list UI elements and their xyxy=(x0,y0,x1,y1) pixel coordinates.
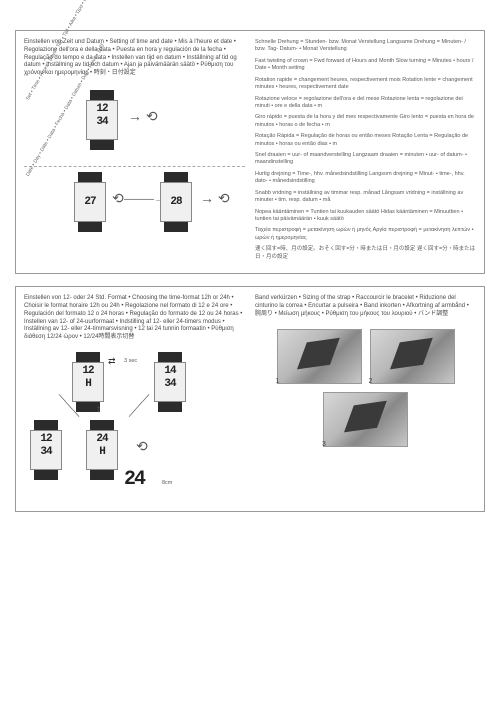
strap-illustration-1: 1 xyxy=(277,329,362,384)
watch-display-c: 28 xyxy=(160,172,192,232)
strap-illustrations: 1 2 3 xyxy=(255,325,476,451)
rotation-arrow-icon: → ⟲ xyxy=(128,108,158,125)
rotation-arrow-icon: → ⟲ xyxy=(200,190,230,207)
big-24-display: 24 xyxy=(124,468,144,491)
watch-1234-upper: 12 xyxy=(31,434,61,445)
instruction-line: Snel draaien = uur- of maandverstelling … xyxy=(255,152,476,167)
panel1-diagram: Set • Time • Hours • Days • Tag • Tijd •… xyxy=(24,84,245,239)
updown-arrow-icon: ↕ xyxy=(96,404,101,415)
watch-1234: 12 34 xyxy=(30,420,62,480)
panel-12-24-format: Einstellen von 12- oder 24 Std. Format •… xyxy=(15,286,485,512)
strap-illustration-3: 3 xyxy=(323,392,408,447)
instruction-line: Nopea kääntäminen = Tuntien tai kuukaude… xyxy=(255,209,476,224)
instruction-line: Schnelle Drehung = Stunden- bzw. Monat V… xyxy=(255,39,476,54)
panel2-heading: Einstellen von 12- oder 24 Std. Format •… xyxy=(24,295,245,342)
watch-display-a: 12 34 xyxy=(86,90,118,150)
watch-1234-lower: 34 xyxy=(31,447,61,458)
instruction-line: Hurtig drejning = Time-, hhv. månedsinds… xyxy=(255,171,476,186)
watch-12h-upper: 12 xyxy=(73,366,103,377)
instruction-line: Ταχεία περιστροφή = μετακίνηση ωρών ή μη… xyxy=(255,227,476,242)
instruction-line: Rotazione veloce = regolazione dell'ora … xyxy=(255,96,476,111)
hold-arrows-icon: ⇄ xyxy=(108,356,116,367)
panel2-right: Band verkürzen • Sizing of the strap • R… xyxy=(255,295,476,503)
instruction-line: Rotation rapide = changement heures, res… xyxy=(255,77,476,92)
watch-24h-upper: 24 xyxy=(87,434,117,445)
rotation-arrow-icon: ⟲ xyxy=(136,438,148,455)
watch-24h-lower: H xyxy=(87,447,117,458)
watch-24h: 24 H xyxy=(86,420,118,480)
watch-display-b: 27 xyxy=(74,172,106,232)
label-8cm: 8cm xyxy=(162,480,172,487)
watch-12h: 12 H xyxy=(72,352,104,412)
panel2-right-heading: Band verkürzen • Sizing of the strap • R… xyxy=(255,295,476,318)
watch-a-hours: 12 xyxy=(87,104,117,115)
watch-12h-lower: H xyxy=(73,379,103,390)
instruction-line: Snabb vridning = inställning av timmar r… xyxy=(255,190,476,205)
instruction-line: 速く回す=時、月の設定。おそく回す=分・時または日・月の設定 遅く回す=分・時ま… xyxy=(255,246,476,261)
instruction-line: Fast twisting of crown = Fwd forward of … xyxy=(255,58,476,73)
panel1-left: Einstellen von Zeit und Datum • Setting … xyxy=(24,39,245,265)
panel2-left: Einstellen von 12- oder 24 Std. Format •… xyxy=(24,295,245,503)
panel-time-date-setting: Einstellen von Zeit und Datum • Setting … xyxy=(15,30,485,274)
watch-b-value: 27 xyxy=(75,197,105,208)
watch-c-value: 28 xyxy=(161,197,191,208)
instruction-line: Rotação Rápida = Regulação de horas ou e… xyxy=(255,133,476,148)
label-3sec: 3 sec xyxy=(124,358,137,365)
panel1-right-text: Schnelle Drehung = Stunden- bzw. Monat V… xyxy=(255,39,476,265)
rotation-arrow-icon: ⟲ xyxy=(112,190,124,207)
watch-1434-upper: 14 xyxy=(155,366,185,377)
watch-1434-lower: 34 xyxy=(155,379,185,390)
arrow-icon: ———→ xyxy=(124,194,164,205)
instruction-line: Giro rápido = puesta de la hora y del me… xyxy=(255,114,476,129)
panel2-diagram: 12 H ⇄ 3 sec ——— 12 34 xyxy=(24,348,245,503)
arrow-icon: ——— xyxy=(125,391,153,421)
watch-a-minutes: 34 xyxy=(87,117,117,128)
strap-illustration-2: 2 xyxy=(370,329,455,384)
watch-1434: 14 34 xyxy=(154,352,186,412)
